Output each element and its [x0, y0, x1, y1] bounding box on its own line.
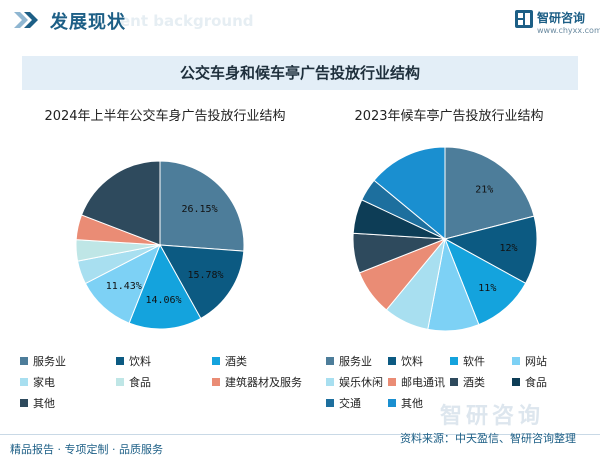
legend-label: 其他 — [401, 397, 423, 410]
banner-title: 公交车身和候车亭广告投放行业结构 — [179, 64, 420, 82]
legend-label: 邮电通讯 — [401, 376, 445, 389]
brand-url[interactable]: www.chyxx.com — [537, 26, 600, 35]
pie-slice-1-0 — [444, 146, 535, 240]
legend-item-1-7: 食品 — [512, 376, 547, 390]
chart-title-bus-shelter: 2023年候车亭广告投放行业结构 — [354, 109, 544, 124]
pie-slice-1-9 — [373, 146, 446, 241]
legend-item-1-5: 邮电通讯 — [388, 376, 445, 390]
legend-item-1-0: 服务业 — [326, 355, 372, 369]
legend-swatch — [512, 378, 520, 386]
legend-item-1-4: 娱乐休闲 — [326, 376, 383, 390]
legend-label: 食品 — [129, 376, 151, 389]
legend-bus-body: 服务业 饮料 酒类家电 食品 建筑器材及服务其他 — [20, 355, 308, 418]
legend-item-1-6: 酒类 — [450, 376, 485, 390]
pie-chart-bus-shelter: 21% 12% 11% — [352, 146, 538, 332]
legend-item-1-3: 网站 — [512, 355, 547, 369]
legend-label: 软件 — [463, 355, 485, 368]
pie-data-label-0-0: 26.15% — [181, 204, 217, 215]
legend-item-1-9: 其他 — [388, 397, 423, 411]
header-ghost-text: ent background — [120, 12, 254, 30]
legend-swatch — [512, 357, 520, 365]
legend-item-0-1: 饮料 — [116, 355, 151, 369]
footer-source: 资料来源：中天盈信、智研咨询整理 — [400, 432, 576, 445]
legend-item-0-0: 服务业 — [20, 355, 66, 369]
legend-item-0-6: 其他 — [20, 397, 55, 411]
legend-bus-shelter: 服务业 饮料 软件 网站娱乐休闲 邮电通讯 酒类 食品交通 其他 — [326, 355, 574, 418]
legend-swatch — [212, 357, 220, 365]
legend-item-1-1: 饮料 — [388, 355, 423, 369]
footer-tagline: 精品报告 · 专项定制 · 品质服务 — [10, 443, 163, 456]
pie-data-label-1-2: 11% — [478, 283, 496, 294]
pie-slice-0-1 — [159, 244, 245, 320]
pie-data-label-0-2: 14.06% — [145, 295, 181, 306]
pie-slice-0-2 — [128, 243, 202, 330]
legend-label: 服务业 — [33, 355, 66, 368]
pie-data-label-0-1: 15.78% — [187, 270, 223, 281]
legend-label: 酒类 — [225, 355, 247, 368]
chart-title-bus-body: 2024年上半年公交车身广告投放行业结构 — [44, 109, 286, 124]
legend-swatch — [388, 357, 396, 365]
legend-swatch — [326, 399, 334, 407]
legend-item-0-4: 食品 — [116, 376, 151, 390]
legend-item-0-5: 建筑器材及服务 — [212, 376, 302, 390]
footer-divider — [0, 434, 600, 435]
pie-chart-bus-body: 26.15% 15.78% 14.06%11.43% — [75, 160, 245, 330]
legend-label: 其他 — [33, 397, 55, 410]
legend-swatch — [20, 399, 28, 407]
legend-item-0-2: 酒类 — [212, 355, 247, 369]
legend-swatch — [116, 357, 124, 365]
pie-slice-0-7 — [80, 160, 161, 246]
page-title: 发展现状 — [50, 12, 126, 33]
legend-label: 娱乐休闲 — [339, 376, 383, 389]
legend-swatch — [326, 357, 334, 365]
legend-swatch — [450, 357, 458, 365]
legend-swatch — [20, 357, 28, 365]
legend-swatch — [388, 399, 396, 407]
section-banner: 公交车身和候车亭广告投放行业结构 — [22, 56, 578, 90]
watermark: 智研咨询 — [440, 404, 545, 429]
legend-swatch — [388, 378, 396, 386]
pie-data-label-0-3: 11.43% — [106, 281, 142, 292]
legend-label: 建筑器材及服务 — [225, 376, 302, 389]
legend-swatch — [326, 378, 334, 386]
legend-label: 家电 — [33, 376, 55, 389]
pie-slice-1-1 — [443, 215, 538, 285]
legend-swatch — [212, 378, 220, 386]
legend-item-0-3: 家电 — [20, 376, 55, 390]
brand-logo-icon — [515, 10, 533, 28]
pie-slice-0-0 — [159, 160, 245, 252]
chevron-arrows-icon — [14, 12, 38, 28]
pie-data-label-1-0: 21% — [475, 184, 493, 195]
legend-label: 交通 — [339, 397, 361, 410]
legend-swatch — [116, 378, 124, 386]
legend-label: 食品 — [525, 376, 547, 389]
legend-label: 网站 — [525, 355, 547, 368]
legend-label: 服务业 — [339, 355, 372, 368]
brand-name: 智研咨询 — [537, 11, 586, 25]
legend-swatch — [20, 378, 28, 386]
legend-item-1-2: 软件 — [450, 355, 485, 369]
header: ent background 发展现状 智研咨询 www.chyxx.com — [0, 0, 600, 40]
legend-swatch — [450, 378, 458, 386]
pie-data-label-1-1: 12% — [499, 243, 517, 254]
legend-label: 饮料 — [401, 355, 423, 368]
legend-item-1-8: 交通 — [326, 397, 361, 411]
legend-label: 饮料 — [129, 355, 151, 368]
legend-label: 酒类 — [463, 376, 485, 389]
